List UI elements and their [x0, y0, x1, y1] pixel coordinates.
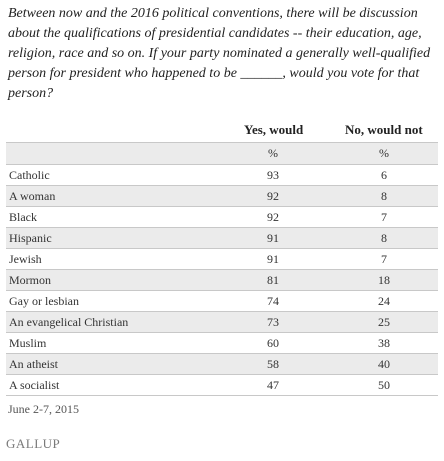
row-label: A socialist — [9, 378, 60, 392]
yes-value: 93 — [267, 168, 279, 182]
yes-value: 92 — [267, 189, 279, 203]
no-value: 40 — [378, 357, 390, 371]
question-text: Between now and the 2016 political conve… — [8, 6, 431, 101]
no-value: 25 — [378, 315, 390, 329]
yes-value: 60 — [267, 336, 279, 350]
table-row: Catholic 93 6 — [6, 164, 438, 185]
row-label: Gay or lesbian — [9, 294, 79, 308]
table-row: An atheist 58 40 — [6, 353, 438, 374]
column-header-no: No, would not — [345, 122, 423, 137]
table-row: Muslim 60 38 — [6, 332, 438, 353]
no-value: 8 — [381, 189, 387, 203]
row-label: Mormon — [9, 273, 51, 287]
yes-value: 91 — [267, 252, 279, 266]
yes-value: 92 — [267, 210, 279, 224]
table-row: Jewish 91 7 — [6, 248, 438, 269]
yes-value: 73 — [267, 315, 279, 329]
table-row: Hispanic 91 8 — [6, 227, 438, 248]
unit-yes: % — [268, 146, 278, 160]
table-body: Catholic 93 6 A woman 92 8 Black 92 7 Hispanic 91 8… — [6, 164, 438, 395]
survey-date: June 2-7, 2015 — [8, 402, 79, 416]
row-label: An evangelical Christian — [9, 315, 129, 329]
no-value: 6 — [381, 168, 387, 182]
row-label: Jewish — [9, 252, 42, 266]
yes-value: 74 — [267, 294, 279, 308]
unit-no: % — [379, 146, 389, 160]
column-header-yes: Yes, would — [244, 122, 304, 137]
yes-value: 81 — [267, 273, 279, 287]
unit-row: % % — [6, 142, 438, 164]
row-label: Black — [9, 210, 37, 224]
no-value: 24 — [378, 294, 390, 308]
no-value: 18 — [378, 273, 390, 287]
yes-value: 47 — [267, 378, 279, 392]
no-value: 7 — [381, 252, 387, 266]
table-row: Mormon 81 18 — [6, 269, 438, 290]
no-value: 7 — [381, 210, 387, 224]
table-row: Black 92 7 — [6, 206, 438, 227]
row-label: An atheist — [9, 357, 58, 371]
results-table: Yes, would No, would not % % Catholic 93 6… — [6, 120, 438, 396]
gallup-logo: GALLUP — [6, 436, 61, 451]
no-value: 8 — [381, 231, 387, 245]
row-label: A woman — [9, 189, 56, 203]
table-bottom-rule — [6, 395, 438, 396]
yes-value: 91 — [267, 231, 279, 245]
table-row: Gay or lesbian 74 24 — [6, 290, 438, 311]
table-row: A woman 92 8 — [6, 185, 438, 206]
yes-value: 58 — [267, 357, 279, 371]
row-label: Hispanic — [9, 231, 52, 245]
row-label: Catholic — [9, 168, 50, 182]
table-header: Yes, would No, would not — [6, 120, 438, 142]
table-row: An evangelical Christian 73 25 — [6, 311, 438, 332]
row-label: Muslim — [9, 336, 47, 350]
no-value: 50 — [378, 378, 390, 392]
table-row: A socialist 47 50 — [6, 374, 438, 395]
no-value: 38 — [378, 336, 390, 350]
